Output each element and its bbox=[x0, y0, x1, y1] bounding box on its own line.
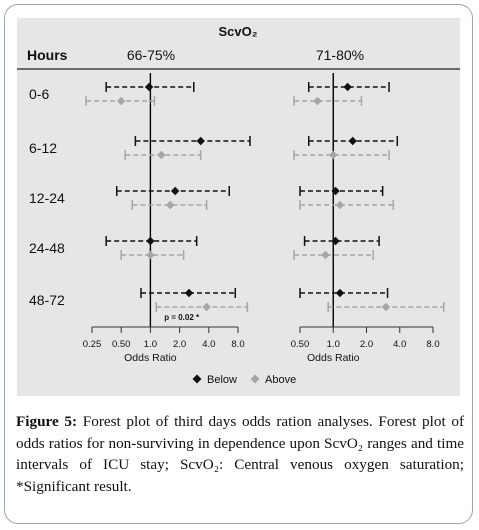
estimate-point bbox=[321, 250, 330, 260]
x-tick-label: 1.0 bbox=[327, 339, 340, 350]
row-label: 12-24 bbox=[29, 190, 65, 206]
x-tick-label: 4.0 bbox=[202, 339, 215, 350]
x-tick-label: 4.0 bbox=[393, 339, 406, 350]
estimate-point bbox=[117, 96, 126, 106]
x-tick-label: 0.50 bbox=[291, 339, 310, 350]
estimate-point bbox=[184, 288, 194, 298]
estimate-point bbox=[144, 82, 154, 92]
estimate-point bbox=[146, 236, 155, 246]
x-axis-label: Odds Ratio bbox=[124, 352, 177, 364]
forest-plot-svg: ScvO₂ Hours 0-6 6-12 12-24 24-48 48-72 66-75% 0.… bbox=[17, 24, 460, 386]
row-label: 6-12 bbox=[29, 140, 57, 156]
estimate-point bbox=[381, 302, 391, 312]
row-label: 0-6 bbox=[29, 86, 49, 102]
estimate-point bbox=[329, 150, 338, 160]
significance-annotation: p = 0.02 * bbox=[164, 313, 200, 322]
legend-label: Below bbox=[207, 374, 237, 386]
legend-marker bbox=[192, 374, 202, 384]
x-axis-label: Odds Ratio bbox=[307, 352, 360, 364]
estimate-point bbox=[196, 136, 205, 146]
x-tick-label: 1.0 bbox=[144, 339, 157, 350]
estimate-point bbox=[335, 288, 345, 298]
chart-title: ScvO₂ bbox=[218, 24, 257, 39]
x-tick-label: 8.0 bbox=[231, 339, 244, 350]
estimate-point bbox=[331, 186, 340, 196]
estimate-point bbox=[170, 186, 180, 196]
caption-label: Figure 5: bbox=[16, 413, 78, 430]
row-label: 48-72 bbox=[29, 292, 65, 308]
estimate-point bbox=[331, 236, 340, 246]
estimate-point bbox=[202, 302, 211, 312]
x-tick-label: 0.50 bbox=[112, 339, 131, 350]
figure-caption: Figure 5: Forest plot of third days odds… bbox=[16, 411, 464, 497]
forest-plot: ScvO₂ Hours 0-6 6-12 12-24 24-48 48-72 66-75% 0.… bbox=[17, 18, 460, 396]
caption-text: Forest plot of third days odds ration an… bbox=[16, 413, 464, 495]
x-tick-label: 2.0 bbox=[360, 339, 373, 350]
x-tick-label: 0.25 bbox=[83, 339, 102, 350]
estimate-point bbox=[157, 150, 166, 160]
row-label: 24-48 bbox=[29, 240, 65, 256]
estimate-point bbox=[313, 96, 322, 106]
estimate-point bbox=[146, 250, 155, 260]
legend-marker bbox=[250, 374, 260, 384]
estimate-point bbox=[165, 200, 175, 210]
legend-label: Above bbox=[265, 374, 296, 386]
panel-header: 71-80% bbox=[316, 47, 364, 63]
estimate-point bbox=[348, 136, 357, 146]
estimate-point bbox=[343, 82, 352, 92]
x-tick-label: 2.0 bbox=[173, 339, 186, 350]
estimate-point bbox=[335, 200, 345, 210]
x-tick-label: 8.0 bbox=[426, 339, 439, 350]
panel-header: 66-75% bbox=[127, 47, 175, 63]
row-header: Hours bbox=[27, 47, 68, 63]
